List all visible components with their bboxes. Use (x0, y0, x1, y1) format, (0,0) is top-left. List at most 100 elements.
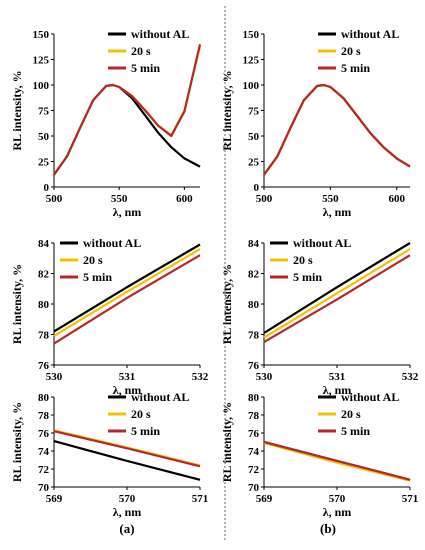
y-tick-label: 76 (248, 428, 260, 440)
y-tick-label: 75 (248, 106, 260, 118)
y-tick-label: 78 (38, 330, 50, 342)
y-tick-label: 72 (248, 464, 260, 476)
series-line-2 (263, 248, 411, 339)
chart-4: 0 25 50 75 100 125 150 500 550 600 λ, nm RL intensi… (220, 27, 411, 219)
y-tick-label: 70 (38, 482, 50, 494)
series-line-3 (53, 254, 201, 345)
x-tick-label: 570 (119, 493, 136, 505)
legend-entry: 5 min (131, 61, 160, 75)
x-tick-label: 569 (256, 493, 273, 505)
legend-entry: 20 s (341, 407, 361, 421)
y-tick-label: 76 (38, 360, 50, 372)
legend-entry: without AL (83, 236, 141, 250)
y-tick-label: 70 (248, 482, 260, 494)
chart-6: 70 72 74 76 78 80 569 570 571 λ, nm RL intensity, … (220, 390, 418, 519)
y-tick-label: 150 (243, 29, 260, 41)
x-axis-label: λ, nm (113, 383, 142, 397)
x-tick-label: 569 (46, 493, 63, 505)
legend-entry: without AL (131, 390, 189, 404)
y-tick-label: 80 (38, 392, 50, 404)
x-axis-label: λ, nm (323, 505, 352, 519)
x-tick-label: 550 (111, 193, 128, 205)
legend-entry: without AL (341, 27, 399, 41)
x-tick-label: 532 (192, 371, 209, 383)
series-line-1 (53, 83, 201, 176)
series-line-3 (263, 83, 411, 176)
y-tick-label: 0 (44, 182, 50, 194)
chart-5: 76 78 80 82 84 530 531 532 λ, nm RL intensity, % w… (220, 236, 419, 397)
y-tick-label: 80 (248, 299, 260, 311)
chart-2: 76 78 80 82 84 530 531 532 λ, nm RL intensity, % w… (10, 236, 209, 397)
panel-label-a: (a) (119, 521, 134, 536)
series-line-3 (53, 43, 202, 176)
legend-entry: 20 s (131, 44, 151, 58)
y-tick-label: 76 (38, 428, 50, 440)
legend-entry: 20 s (83, 253, 103, 267)
legend-entry: 5 min (341, 61, 370, 75)
series-line-2 (53, 248, 201, 337)
x-tick-label: 600 (176, 193, 193, 205)
series-line-1 (53, 440, 201, 481)
y-tick-label: 80 (38, 299, 50, 311)
legend-entry: without AL (293, 236, 351, 250)
series-line-3 (263, 254, 411, 344)
y-tick-label: 50 (38, 131, 50, 143)
series-line-3 (53, 430, 201, 468)
x-tick-label: 530 (256, 371, 273, 383)
y-axis-label: RL intensity, % (220, 402, 234, 482)
y-tick-label: 82 (38, 269, 50, 281)
x-tick-label: 531 (329, 371, 346, 383)
y-tick-label: 75 (38, 106, 50, 118)
x-tick-label: 500 (256, 193, 273, 205)
y-tick-label: 74 (248, 446, 260, 458)
x-axis-label: λ, nm (323, 383, 352, 397)
legend-entry: 20 s (131, 407, 151, 421)
series-line-2 (263, 441, 411, 482)
series-line-2 (263, 83, 411, 176)
y-axis-label: RL intensity, % (220, 264, 234, 344)
series-line-3 (263, 440, 411, 481)
x-tick-label: 531 (119, 371, 136, 383)
legend-entry: without AL (131, 27, 189, 41)
panel-label-b: (b) (320, 521, 336, 536)
y-tick-label: 25 (38, 157, 50, 169)
x-tick-label: 571 (192, 493, 209, 505)
y-tick-label: 84 (248, 238, 260, 250)
x-tick-label: 571 (402, 493, 419, 505)
series-line-1 (263, 242, 411, 334)
y-tick-label: 150 (33, 29, 50, 41)
y-tick-label: 74 (38, 446, 50, 458)
x-tick-label: 570 (329, 493, 346, 505)
y-tick-label: 125 (243, 55, 260, 67)
y-tick-label: 72 (38, 464, 50, 476)
y-tick-label: 80 (248, 392, 260, 404)
legend-entry: 5 min (83, 270, 112, 284)
y-tick-label: 82 (248, 269, 260, 281)
y-tick-label: 0 (254, 182, 260, 194)
y-tick-label: 125 (33, 55, 50, 67)
x-tick-label: 530 (46, 371, 63, 383)
y-tick-label: 100 (243, 80, 260, 92)
chart-3: 70 72 74 76 78 80 569 570 571 λ, nm RL intensity, … (10, 390, 208, 519)
y-tick-label: 84 (38, 238, 50, 250)
legend-entry: 5 min (131, 424, 160, 438)
y-axis-label: RL intensity, % (10, 264, 24, 344)
x-tick-label: 532 (402, 371, 419, 383)
legend-entry: without AL (341, 390, 399, 404)
x-tick-label: 500 (46, 193, 63, 205)
y-axis-label: RL intensity, % (220, 70, 234, 150)
series-line-1 (53, 243, 201, 333)
y-tick-label: 76 (248, 360, 260, 372)
series-line-1 (263, 83, 411, 176)
x-axis-label: λ, nm (323, 205, 352, 219)
y-axis-label: RL intensity, % (10, 402, 24, 482)
x-tick-label: 600 (388, 193, 405, 205)
y-axis-label: RL intensity, % (10, 70, 24, 150)
legend-entry: 5 min (293, 270, 322, 284)
y-tick-label: 78 (248, 410, 260, 422)
legend-entry: 20 s (341, 44, 361, 58)
y-tick-label: 50 (248, 131, 260, 143)
legend-entry: 20 s (293, 253, 313, 267)
chart-1: 0 25 50 75 100 125 150 500 550 600 λ, nm RL intensi… (10, 27, 202, 219)
